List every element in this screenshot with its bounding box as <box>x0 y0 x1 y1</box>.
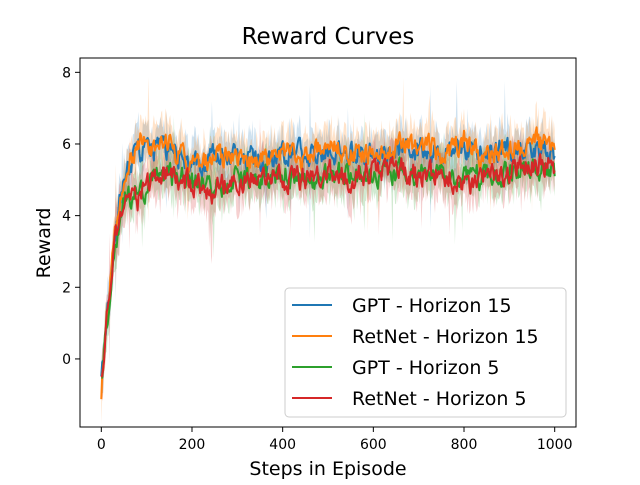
legend-box <box>284 287 567 418</box>
legend: GPT - Horizon 15 RetNet - Horizon 15 GPT -… <box>284 287 567 418</box>
x-axis-ticks: 0 200 400 600 800 1000 <box>97 427 573 453</box>
y-tick-label: 8 <box>62 65 71 81</box>
x-tick-label: 1000 <box>537 437 573 453</box>
legend-label: GPT - Horizon 15 <box>352 295 512 317</box>
x-tick-label: 200 <box>179 437 206 453</box>
chart-title: Reward Curves <box>242 24 415 50</box>
plot-frame <box>79 57 577 428</box>
legend-label: RetNet - Horizon 15 <box>352 326 539 348</box>
series-line-retnet-horizon-5 <box>100 153 556 378</box>
legend-label: GPT - Horizon 5 <box>352 357 500 379</box>
x-tick-label: 0 <box>97 437 106 453</box>
y-tick-label: 0 <box>62 352 71 368</box>
y-axis-label: Reward <box>33 208 55 279</box>
band-gpt-horizon-5 <box>101 113 555 396</box>
x-axis-label: Steps in Episode <box>249 458 406 480</box>
y-tick-label: 4 <box>62 209 71 225</box>
legend-items: GPT - Horizon 15 RetNet - Horizon 15 GPT -… <box>292 295 539 410</box>
y-axis-ticks: 0 2 4 6 8 <box>62 65 80 368</box>
series-lines <box>100 126 556 400</box>
series-line-retnet-horizon-15 <box>100 126 556 400</box>
x-tick-label: 600 <box>360 437 387 453</box>
x-tick-label: 400 <box>269 437 296 453</box>
y-tick-label: 2 <box>62 280 71 296</box>
legend-label: RetNet - Horizon 5 <box>352 388 527 410</box>
x-tick-label: 800 <box>451 437 478 453</box>
y-tick-label: 6 <box>62 137 71 153</box>
